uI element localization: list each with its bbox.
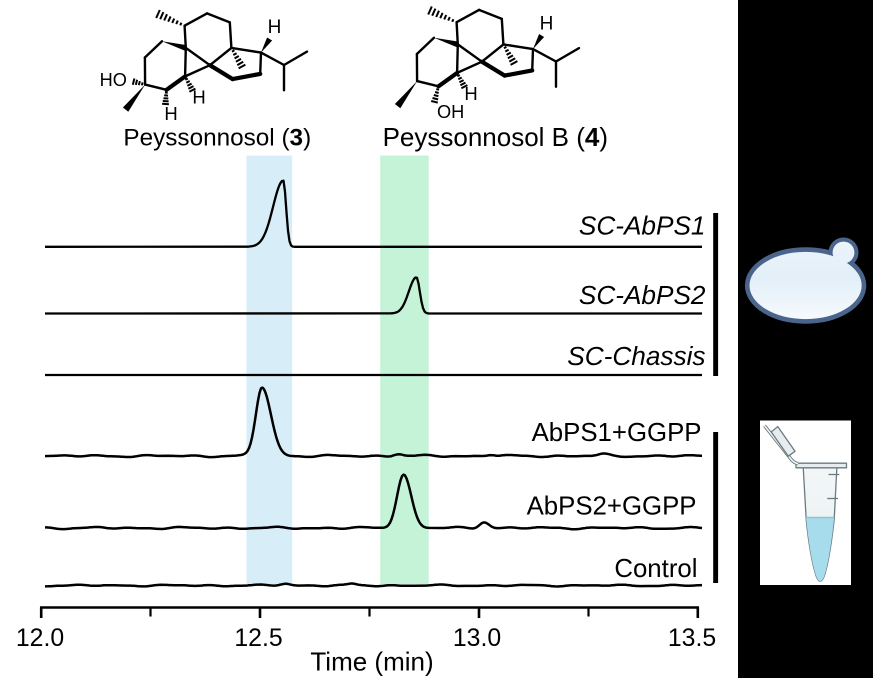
svg-text:H: H bbox=[268, 17, 282, 38]
svg-text:Time (min): Time (min) bbox=[310, 647, 433, 677]
svg-text:SC-Chassis: SC-Chassis bbox=[567, 341, 705, 371]
svg-text:HO: HO bbox=[100, 70, 127, 90]
svg-text:Control: Control bbox=[614, 555, 697, 583]
svg-text:AbPS1+GGPP: AbPS1+GGPP bbox=[532, 419, 702, 447]
svg-text:12.0: 12.0 bbox=[16, 625, 64, 652]
svg-text:13.0: 13.0 bbox=[453, 625, 501, 652]
svg-text:13.5: 13.5 bbox=[668, 625, 716, 652]
svg-text:Peyssonnosol (3): Peyssonnosol (3) bbox=[123, 125, 311, 152]
svg-text:H: H bbox=[464, 83, 477, 104]
svg-text:H: H bbox=[192, 87, 205, 108]
svg-text:Peyssonnosol B (4): Peyssonnosol B (4) bbox=[383, 122, 608, 152]
svg-text:H: H bbox=[540, 14, 554, 35]
svg-text:SC-AbPS1: SC-AbPS1 bbox=[579, 211, 706, 241]
svg-text:AbPS2+GGPP: AbPS2+GGPP bbox=[527, 493, 697, 521]
svg-text:H: H bbox=[164, 103, 177, 124]
svg-text:OH: OH bbox=[437, 102, 464, 122]
svg-text:12.5: 12.5 bbox=[234, 625, 282, 652]
svg-text:SC-AbPS2: SC-AbPS2 bbox=[579, 280, 706, 310]
